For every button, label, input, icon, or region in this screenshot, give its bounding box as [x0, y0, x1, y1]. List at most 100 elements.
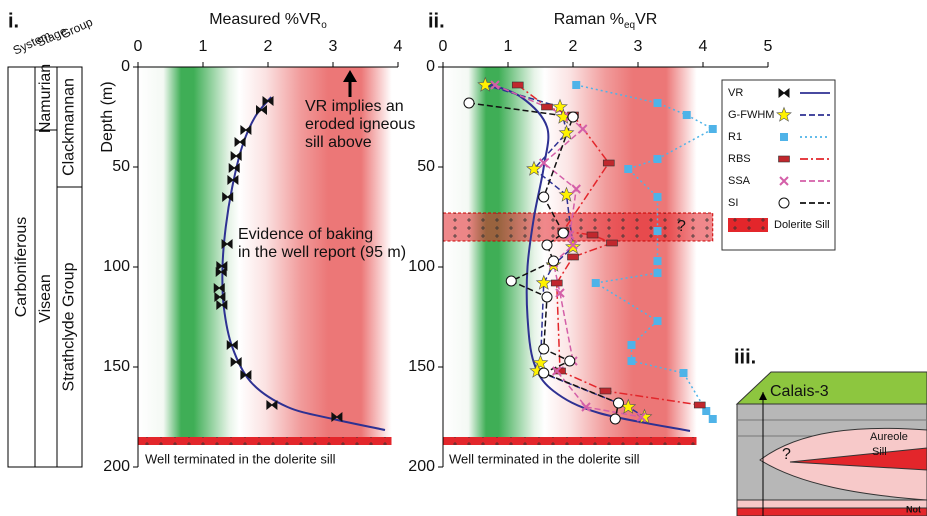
marker — [538, 191, 550, 203]
marker — [477, 76, 494, 92]
marker — [778, 87, 790, 99]
marker — [653, 193, 662, 201]
legend-label: G-FWHM — [728, 109, 774, 121]
marker — [558, 124, 575, 140]
marker — [780, 133, 788, 141]
marker — [222, 191, 234, 203]
marker — [591, 279, 600, 287]
chart-title: Measured %VRo — [209, 11, 327, 30]
x-tick-label: 3 — [329, 38, 338, 55]
marker — [227, 174, 239, 186]
y-tick-label: 200 — [408, 458, 435, 475]
marker — [539, 158, 549, 168]
annotation: Evidence of baking — [238, 226, 373, 243]
marker — [609, 413, 621, 425]
marker — [708, 415, 717, 423]
legend-label: SSA — [728, 175, 751, 187]
marker — [532, 354, 549, 370]
legend-swatch-pattern — [728, 218, 768, 232]
marker — [578, 124, 588, 134]
sill — [789, 447, 927, 471]
marker — [779, 176, 789, 186]
marker — [240, 124, 252, 136]
marker — [505, 275, 517, 287]
marker — [535, 274, 552, 290]
legend-label: VR — [728, 87, 743, 99]
marker — [778, 197, 790, 209]
marker — [679, 369, 688, 377]
marker — [693, 401, 706, 409]
x-tick-label: 2 — [569, 38, 578, 55]
marker — [776, 106, 792, 122]
marker — [538, 343, 550, 355]
marker — [262, 95, 274, 107]
marker — [653, 227, 662, 235]
y-tick-label: 0 — [121, 58, 130, 75]
marker — [216, 260, 228, 272]
marker — [541, 103, 553, 111]
column-header: Group — [59, 15, 95, 42]
title-part: VR — [635, 11, 657, 28]
marker — [568, 240, 578, 250]
legend-label: RBS — [728, 153, 751, 165]
x-tick-label: 2 — [264, 38, 273, 55]
legend-label: SI — [728, 197, 738, 209]
marker — [463, 97, 475, 109]
marker — [214, 291, 226, 303]
marker — [215, 266, 227, 278]
legend-label: R1 — [728, 131, 742, 143]
x-tick-label: 3 — [634, 38, 643, 55]
annotation: eroded igneous — [305, 116, 415, 133]
marker — [624, 165, 633, 173]
marker — [567, 111, 579, 123]
marker — [548, 255, 559, 267]
y-tick-label: 100 — [408, 258, 435, 275]
marker — [708, 125, 717, 133]
question: ? — [782, 446, 791, 463]
panel-label: i. — [8, 10, 19, 32]
marker — [541, 291, 553, 303]
marker — [221, 238, 233, 250]
marker — [653, 155, 662, 163]
curve — [484, 82, 691, 432]
marker — [256, 104, 267, 116]
y-tick-label: 50 — [112, 158, 130, 175]
marker — [550, 279, 563, 287]
y-axis-label: Depth (m) — [99, 81, 116, 152]
marker — [653, 317, 662, 325]
marker — [226, 339, 238, 351]
title-part: Raman % — [554, 11, 624, 28]
x-tick-label: 1 — [199, 38, 208, 55]
annotation: VR implies an — [305, 98, 404, 115]
marker — [653, 99, 662, 107]
marker — [613, 397, 624, 409]
annotation: in the well report (95 m) — [238, 244, 406, 261]
band-note: ? — [677, 218, 686, 235]
cut-text: Not — [906, 504, 921, 514]
y-tick-label: 50 — [417, 158, 435, 175]
marker — [216, 299, 228, 311]
marker — [552, 366, 562, 376]
y-tick-label: 150 — [103, 358, 130, 375]
marker — [538, 367, 550, 379]
marker — [581, 402, 591, 412]
y-tick-label: 150 — [408, 358, 435, 375]
marker — [564, 355, 576, 367]
annotation: Well terminated in the dolerite sill — [145, 451, 336, 466]
marker — [586, 231, 599, 239]
marker — [778, 155, 790, 163]
title-part: Measured %VR — [209, 11, 321, 28]
marker — [571, 184, 581, 194]
marker — [331, 411, 343, 423]
marker — [511, 81, 524, 89]
x-tick-label: 4 — [394, 38, 403, 55]
band-pattern — [138, 437, 392, 445]
diagram: iii. Calais-3 Aureole Sill ? Not — [734, 346, 927, 516]
sill-label: Sill — [872, 446, 887, 458]
panel-label: ii. — [428, 10, 445, 32]
arrow-head — [343, 70, 357, 82]
title-part: o — [321, 20, 327, 31]
x-tick-label: 0 — [134, 38, 143, 55]
stage-label: Visean — [37, 274, 54, 323]
marker — [602, 159, 615, 167]
